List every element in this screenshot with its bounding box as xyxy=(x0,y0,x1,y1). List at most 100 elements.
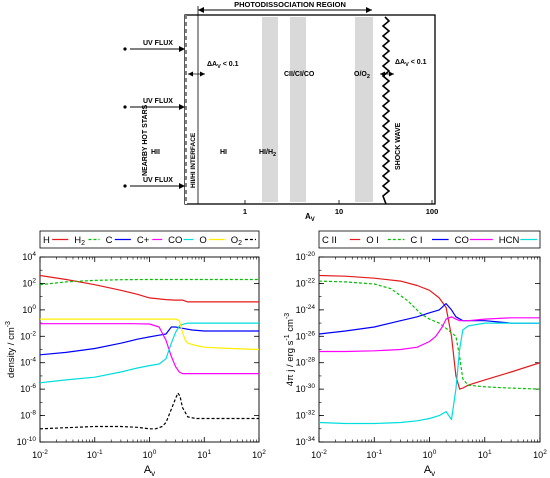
x-tick-label: 10-2 xyxy=(32,449,48,460)
y-tick-label: 10-10 xyxy=(17,436,37,447)
shock-wave-line xyxy=(381,16,391,205)
x-axis-label: Av xyxy=(144,464,155,478)
legend-label: O I xyxy=(366,235,379,246)
legend-label: H xyxy=(43,235,50,246)
shock-wave-label: SHOCK WAVE xyxy=(395,122,402,170)
legend-label: C I xyxy=(410,235,422,246)
legend-label: CO xyxy=(455,235,469,246)
delta-av-left-label: ΔAV < 0.1 xyxy=(207,61,239,70)
legend-label: O2 xyxy=(231,235,242,247)
y-tick-label: 10-32 xyxy=(296,410,316,421)
y-tick-label: 102 xyxy=(22,277,36,288)
delta-av-left: ΔAV < 0.1 xyxy=(188,61,239,77)
y-axis-label: 4π j / erg s-1 cm-3 xyxy=(284,313,296,387)
axis-tick-label: 1 xyxy=(243,207,247,216)
y-tick-label: 10-24 xyxy=(296,304,316,315)
x-tick-label: 10-1 xyxy=(366,449,382,460)
legend-label: C II xyxy=(322,235,337,246)
y-tick-label: 10-22 xyxy=(296,277,316,288)
star-dot xyxy=(123,184,127,188)
arrow-head xyxy=(179,183,185,189)
x-axis-label: Av xyxy=(424,464,435,478)
interface-label: HII/HI INTERFACE xyxy=(190,132,197,188)
delta-av-arrow-left xyxy=(188,71,193,77)
emissivity-chart: C II O I C I CO HCN 10-2 10-1 100 101 102 10-34 10-… xyxy=(284,230,547,478)
y-tick-label: 10-34 xyxy=(296,436,316,447)
region-label: PHOTODISSOCIATION REGION xyxy=(234,0,346,9)
x-tick-label: 100 xyxy=(423,449,437,460)
region-arrow-right-head xyxy=(366,7,372,13)
star-dot xyxy=(123,105,127,109)
density-chart: H H2 C C+ CO O O2 10-2 10-1 100 101 102 10-10 10-8 10-… xyxy=(5,230,266,478)
legend-box xyxy=(39,230,260,249)
y-tick-label: 10-4 xyxy=(20,357,36,368)
zone-hi-h2-label: HI/H2 xyxy=(259,149,276,158)
series-line-3 xyxy=(40,326,259,356)
series-line-7 xyxy=(40,392,259,430)
arrow-head xyxy=(179,104,185,110)
plot-area xyxy=(39,256,260,443)
legend-label: CO xyxy=(168,235,182,246)
series-line-6 xyxy=(40,318,259,351)
zone-hii-label: HII xyxy=(151,149,160,156)
axis-tick-label: 10 xyxy=(335,207,343,216)
uv-flux-arrows: UV FLUX UV FLUX UV FLUX xyxy=(123,40,185,189)
legend-label: C xyxy=(106,235,113,246)
zone-hi-label: HI xyxy=(220,149,227,156)
series-line-5 xyxy=(40,322,259,384)
hot-stars-label: NEARBY HOT STARS xyxy=(142,104,149,176)
axis-tick-label: 100 xyxy=(426,207,439,216)
band-cii xyxy=(290,17,306,202)
delta-av-arrow-right xyxy=(200,71,205,77)
x-tick-label: 100 xyxy=(143,449,157,460)
schematic-bands xyxy=(262,17,373,202)
y-tick-label: 10-6 xyxy=(20,383,36,394)
y-tick-label: 10-20 xyxy=(296,251,316,262)
x-tick-label: 102 xyxy=(252,449,266,460)
x-tick-label: 102 xyxy=(533,449,547,460)
series-line-4 xyxy=(319,316,540,353)
schematic-axis-label: AV xyxy=(305,212,315,223)
series-line-1 xyxy=(319,274,540,390)
arrow-head xyxy=(179,46,185,52)
x-tick-label: 10-1 xyxy=(87,449,103,460)
y-tick-label: 10-2 xyxy=(20,330,36,341)
uv-flux-label: UV FLUX xyxy=(143,40,173,47)
schematic-diagram: PHOTODISSOCIATION REGION NEARBY HOT STAR… xyxy=(123,0,438,223)
band-hi-h2 xyxy=(262,17,278,202)
delta-av-right-label: ΔAV < 0.1 xyxy=(395,59,427,68)
legend-label: H2 xyxy=(74,235,85,247)
zone-o-o2-label: O/O2 xyxy=(354,71,370,80)
y-tick-label: 100 xyxy=(22,304,36,315)
series-group xyxy=(40,274,259,430)
delta-av-right: ΔAV < 0.1 xyxy=(380,59,427,77)
y-tick-label: 104 xyxy=(22,251,36,262)
delta-av-arrow-left xyxy=(380,71,385,77)
series-line-2 xyxy=(40,278,259,286)
series-line-3 xyxy=(319,303,540,335)
uv-flux-label: UV FLUX xyxy=(143,177,173,184)
legend-label: O xyxy=(199,235,206,246)
y-tick-label: 10-30 xyxy=(296,383,316,394)
series-group xyxy=(319,274,540,425)
zone-cii-label: CII/CI/CO xyxy=(284,71,315,78)
x-tick-label: 101 xyxy=(478,449,492,460)
delta-av-arrow-right xyxy=(389,71,394,77)
uv-flux-label: UV FLUX xyxy=(143,98,173,105)
region-arrow-left-head xyxy=(198,7,204,13)
y-axis-label: density / cm-3 xyxy=(5,321,17,378)
schematic-axis-ticks: 1 10 100 AV xyxy=(243,200,438,223)
legend-label: C+ xyxy=(137,235,150,246)
plot-area xyxy=(318,256,541,443)
series-line-5 xyxy=(319,322,540,425)
y-tick-label: 10-8 xyxy=(20,410,36,421)
legend-box xyxy=(318,230,541,249)
x-tick-label: 101 xyxy=(197,449,211,460)
schematic-frame xyxy=(184,14,436,205)
band-o-o2 xyxy=(355,17,373,202)
star-dot xyxy=(123,47,127,51)
y-tick-label: 10-28 xyxy=(296,357,316,368)
series-line-4 xyxy=(40,323,259,375)
y-tick-label: 10-26 xyxy=(296,330,316,341)
